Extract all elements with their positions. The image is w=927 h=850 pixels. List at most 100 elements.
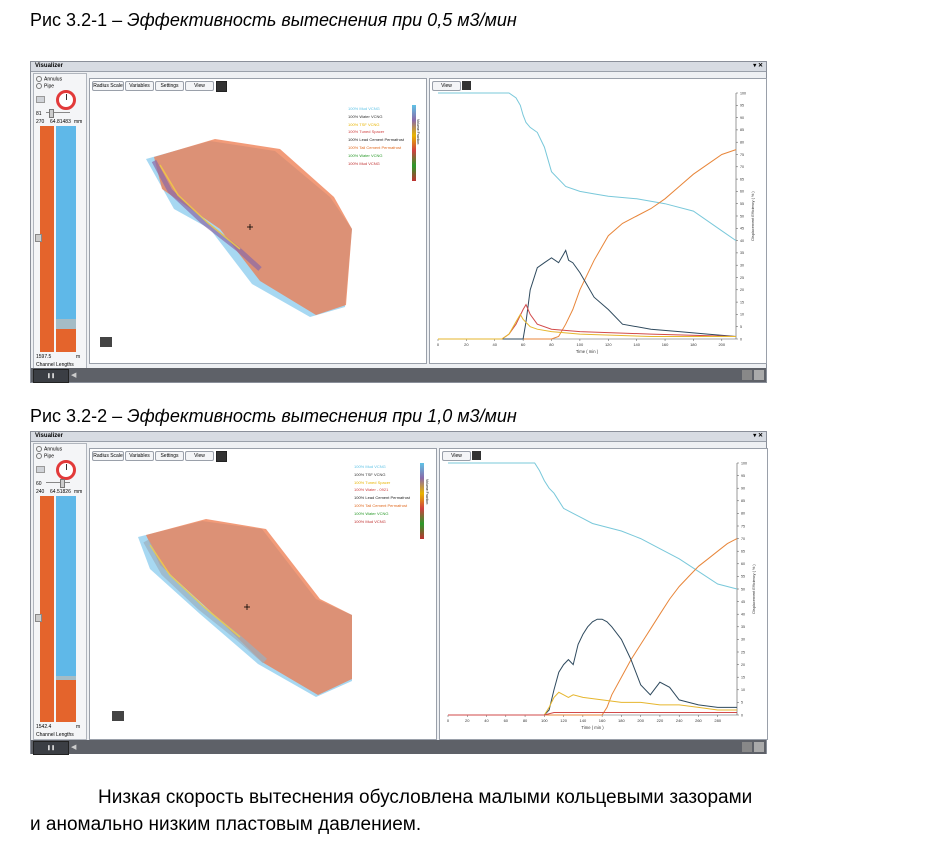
y-tick-label: 95	[741, 474, 745, 478]
series-line	[448, 462, 738, 590]
legend-item-percent: 100%	[354, 518, 366, 524]
menu-icon[interactable]	[754, 370, 764, 380]
orientation-cube-icon	[112, 711, 124, 721]
legend-item-name: Tuned Spacer	[359, 129, 385, 135]
y-tick-label: 30	[741, 638, 745, 642]
y-tick-label: 70	[740, 165, 744, 169]
x-tick-label: 0	[437, 342, 440, 347]
angle-slider-track[interactable]	[46, 112, 70, 113]
legend-item-name: Lead Cement Permafrost	[365, 495, 411, 501]
radius-scale-button[interactable]: Radius Scale	[92, 81, 124, 91]
annulus-left-column	[40, 126, 54, 352]
chart-view-button[interactable]: View	[442, 451, 471, 461]
depth-slider-handle[interactable]	[35, 234, 42, 242]
legend-item: 100% Water VCNG	[348, 152, 404, 160]
visualizer-window-1: Visualizer ▾ ✕ Annulus Pipe 81 270 64.81…	[30, 61, 767, 383]
y-tick-label: 35	[740, 251, 744, 255]
radio-dot-icon	[36, 83, 42, 90]
orientation-dial[interactable]	[56, 90, 76, 110]
dial-needle-icon	[66, 94, 67, 100]
radio-pipe[interactable]: Pipe	[34, 453, 86, 460]
annulus-right-column-cement	[56, 329, 76, 352]
bottom-depth-unit: m	[76, 354, 81, 360]
bottom-depth-value: 1597.5	[36, 354, 52, 360]
chart-view-button[interactable]: View	[432, 81, 461, 91]
well-column-panel: Annulus Pipe 81 270 64.81483 mm 1597.5 m…	[33, 73, 87, 370]
view-button[interactable]: View	[185, 81, 214, 91]
x-tick-label: 280	[714, 718, 721, 723]
x-tick-label: 80	[549, 342, 554, 347]
radius-scale-button[interactable]: Radius Scale	[92, 451, 124, 461]
timeline-left-icon[interactable]: ◀	[71, 744, 77, 751]
y-tick-label: 5	[741, 701, 743, 705]
grid-toggle-icon[interactable]	[216, 81, 227, 92]
series-line	[448, 618, 737, 716]
dial-button-icon[interactable]	[36, 96, 45, 103]
settings-button[interactable]: Settings	[155, 81, 184, 91]
legend-item-name: TSF VCNG	[365, 471, 386, 477]
orientation-cube-icon	[100, 337, 112, 347]
legend-item-name: Mud VCNG	[365, 518, 386, 524]
settings-button[interactable]: Settings	[155, 451, 184, 461]
y-tick-label: 65	[741, 550, 745, 554]
y-tick-label: 40	[741, 613, 745, 617]
dial-button-icon[interactable]	[36, 466, 45, 473]
y-tick-label: 30	[740, 264, 744, 268]
depth-slider-handle[interactable]	[35, 614, 42, 622]
chart-grid-toggle-icon[interactable]	[472, 451, 481, 460]
chart-grid-toggle-icon[interactable]	[462, 81, 471, 90]
wellbore-3d-render	[100, 139, 352, 347]
wellbore-spacer-band	[151, 159, 262, 271]
radio-pipe[interactable]: Pipe	[34, 83, 86, 90]
annulus-right-column-fluid	[56, 496, 76, 676]
orientation-dial[interactable]	[56, 460, 76, 480]
figure-caption-1: Рис 3.2-1 – Эффективность вытеснения при…	[30, 10, 517, 31]
window-close-icon[interactable]: ▾ ✕	[753, 433, 763, 439]
y-tick-label: 45	[741, 600, 745, 604]
legend-item: 100% Water VCNG	[354, 510, 410, 518]
timeline-marker-icon[interactable]	[742, 742, 752, 752]
legend-item-percent: 100%	[354, 495, 366, 501]
angle-value: 81	[36, 111, 42, 117]
play-pause-button[interactable]: ❚❚	[33, 369, 69, 383]
play-pause-button[interactable]: ❚❚	[33, 741, 69, 755]
legend-axis-label: Volume Fraction	[416, 119, 420, 145]
x-tick-label: 180	[618, 718, 625, 723]
radio-annulus[interactable]: Annulus	[34, 76, 86, 83]
angle-slider-track[interactable]	[46, 482, 70, 483]
timeline-left-icon[interactable]: ◀	[71, 372, 77, 379]
3d-viewer[interactable]: Radius Scale Variables Settings View 100…	[89, 448, 437, 740]
channel-lengths-label: Channel Lengths	[36, 362, 74, 368]
grid-toggle-icon[interactable]	[216, 451, 227, 462]
caption-prefix: Рис 3.2-2 –	[30, 406, 128, 426]
variables-button[interactable]: Variables	[125, 451, 154, 461]
3d-viewer[interactable]: Radius Scale Variables Settings View 100…	[89, 78, 427, 364]
annulus-interface-band	[56, 676, 76, 680]
x-tick-label: 60	[504, 718, 509, 723]
x-tick-label: 160	[662, 342, 669, 347]
y-tick-label: 15	[741, 676, 745, 680]
playback-bar: ❚❚ ◀	[31, 368, 766, 383]
x-tick-label: 140	[633, 342, 640, 347]
x-tick-label: 40	[493, 342, 498, 347]
legend-item-percent: 100%	[348, 144, 360, 150]
channel-lengths-label: Channel Lengths	[36, 732, 74, 738]
chart-viewer: View 0 20 40 60 80 100 120 140 160 180 200 0 5 10 15 20…	[429, 78, 767, 364]
y-tick-label: 70	[741, 537, 745, 541]
y-tick-label: 5	[740, 325, 742, 329]
view-button[interactable]: View	[185, 451, 214, 461]
legend-item: 100% Mud VCNG	[348, 160, 404, 168]
angle-slider-handle[interactable]	[60, 479, 65, 488]
variables-button[interactable]: Variables	[125, 81, 154, 91]
menu-icon[interactable]	[754, 742, 764, 752]
displacement-efficiency-chart: 0 20 40 60 80 100 120 140 160 180 200 0 5 10 15 20 25 30 3…	[437, 91, 755, 354]
paragraph-line-2: и аномально низким пластовым давлением.	[30, 814, 422, 835]
y-tick-label: 100	[741, 461, 747, 465]
window-close-icon[interactable]: ▾ ✕	[753, 63, 763, 69]
fluid-legend: 100% Mud VCNG 100% TSF VCNG 100% Tuned Spa…	[354, 463, 410, 525]
y-tick-label: 50	[740, 214, 744, 218]
timeline-marker-icon[interactable]	[742, 370, 752, 380]
y-axis-label: Displacement Efficiency ( % )	[751, 191, 755, 241]
angle-slider-handle[interactable]	[49, 109, 54, 118]
radio-annulus[interactable]: Annulus	[34, 446, 86, 453]
